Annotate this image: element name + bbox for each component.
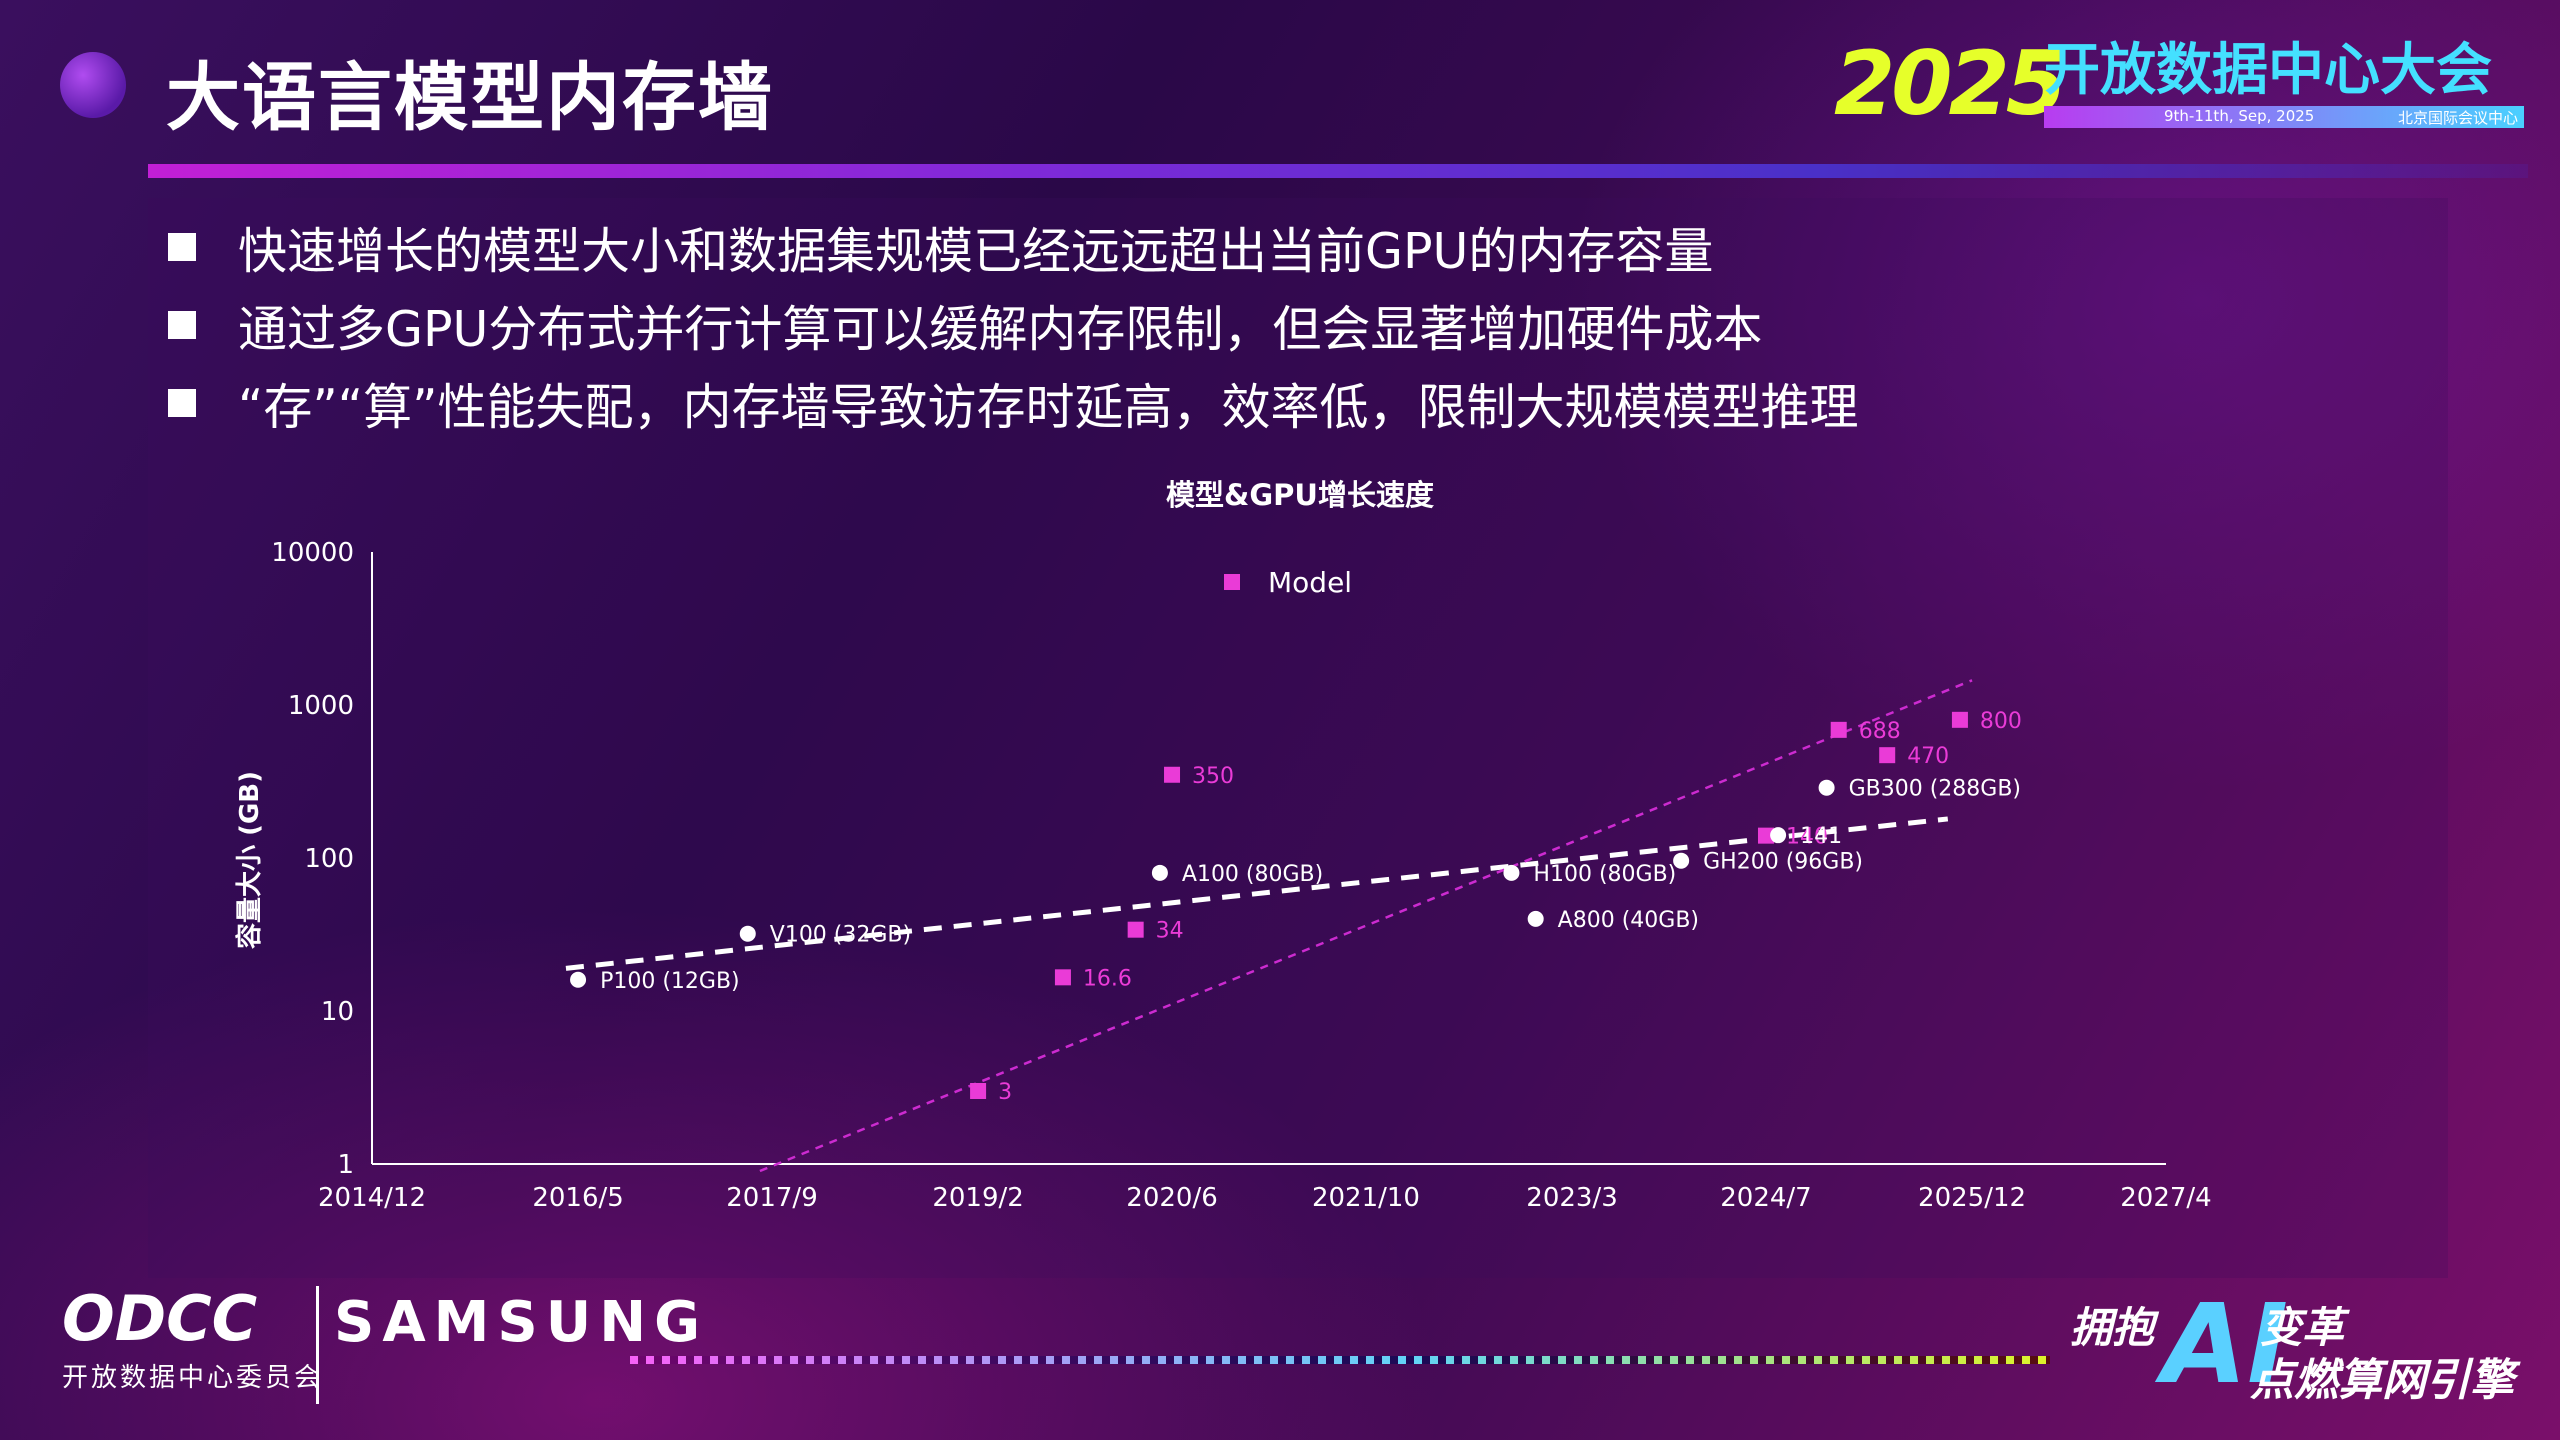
bullet-item: “存”“算”性能失配，内存墙导致访存时延高，效率低，限制大规模模型推理	[168, 364, 1859, 442]
content-panel	[148, 198, 2448, 1278]
square-bullet-icon	[168, 233, 196, 261]
odcc-mark: ODCC	[62, 1282, 258, 1355]
data-point-circle	[1818, 779, 1835, 796]
data-label: 350	[1192, 764, 1234, 789]
slogan-part-c: 点燃算网引擎	[2250, 1355, 2514, 1406]
square-bullet-icon	[168, 311, 196, 339]
title-underline	[148, 164, 2528, 178]
data-point-square	[1951, 711, 1968, 728]
x-tick-label: 2024/7	[1720, 1183, 1811, 1213]
data-label: P100 (12GB)	[600, 969, 740, 994]
dotted-divider-color	[630, 1356, 2050, 1364]
x-tick-label: 2014/12	[318, 1183, 426, 1213]
footer-divider	[316, 1286, 319, 1404]
chart-axes: 1 10 100 1000 10000 2014/12 2016/5 2017/9 2019/2…	[271, 538, 2211, 1213]
x-tick-label: 2017/9	[726, 1183, 817, 1213]
data-label: A100 (80GB)	[1182, 862, 1323, 887]
x-tick-label: 2016/5	[532, 1183, 623, 1213]
trendline	[759, 679, 1973, 1173]
data-label: GH200 (96GB)	[1703, 850, 1863, 875]
data-label: 800	[1980, 709, 2022, 734]
x-tick-label: 2021/10	[1312, 1183, 1420, 1213]
y-tick-label: 10	[321, 997, 354, 1027]
trendline	[565, 816, 1949, 971]
x-tick-label: 2025/12	[1918, 1183, 2026, 1213]
trendlines	[565, 679, 1973, 1173]
bullet-text: 通过多GPU分布式并行计算可以缓解内存限制，但会显著增加硬件成本	[238, 300, 1763, 358]
page-title: 大语言模型内存墙	[166, 55, 774, 141]
y-tick-label: 10000	[271, 538, 354, 568]
conference-date: 9th-11th, Sep, 2025	[2164, 107, 2315, 125]
data-point-square	[1830, 721, 1847, 738]
data-point-square	[1757, 827, 1774, 844]
bullet-text: “存”“算”性能失配，内存墙导致访存时延高，效率低，限制大规模模型推理	[238, 378, 1859, 436]
data-point-square	[1127, 921, 1144, 938]
data-label: H100 (80GB)	[1533, 862, 1676, 887]
partner-logo: SAMSUNG	[334, 1290, 709, 1355]
y-tick-label: 1	[337, 1150, 354, 1180]
y-axis-label: 容量大小 (GB)	[234, 771, 265, 949]
y-tick-label: 1000	[288, 691, 354, 721]
conference-place: 北京国际会议中心	[2397, 109, 2518, 127]
y-tick-label: 100	[304, 844, 354, 874]
slogan-part-a: 拥抱	[2070, 1303, 2155, 1352]
chart-title: 模型&GPU增长速度	[1166, 478, 1434, 512]
data-point-circle	[1151, 864, 1168, 881]
slogan-part-b: 变革	[2260, 1303, 2345, 1352]
odcc-subtitle: 开放数据中心委员会	[62, 1363, 324, 1393]
conference-strip	[2044, 106, 2524, 128]
conference-year: 2025	[1834, 32, 2067, 135]
data-point-circle	[1673, 852, 1690, 869]
odcc-logo: ODCC 开放数据中心委员会	[62, 1282, 323, 1394]
chart-legend: Model	[1224, 566, 1352, 599]
data-label: 140	[1786, 825, 1828, 850]
x-tick-label: 2019/2	[932, 1183, 1023, 1213]
data-point-square	[1054, 969, 1071, 986]
data-point-square	[1164, 766, 1181, 783]
x-tick-label: 2023/3	[1526, 1183, 1617, 1213]
conference-name: 开放数据中心大会	[2044, 38, 2492, 103]
data-label: 34	[1156, 919, 1184, 944]
bullet-text: 快速增长的模型大小和数据集规模已经远远超出当前GPU的内存容量	[238, 222, 1714, 280]
conference-logo: 2025 开放数据中心大会 9th-11th, Sep, 2025 北京国际会议…	[1834, 38, 2524, 130]
data-point-circle	[739, 925, 756, 942]
data-point-square	[1879, 747, 1896, 764]
data-point-circle	[1503, 864, 1520, 881]
square-bullet-icon	[168, 389, 196, 417]
bullet-item: 快速增长的模型大小和数据集规模已经远远超出当前GPU的内存容量	[168, 208, 1859, 286]
data-label: 141	[1800, 824, 1842, 849]
legend-swatch	[1224, 574, 1240, 590]
data-label: 470	[1907, 744, 1949, 769]
legend-label: Model	[1268, 566, 1352, 599]
x-tick-label: 2027/4	[2120, 1183, 2211, 1213]
data-label: 688	[1859, 719, 1901, 744]
data-label: V100 (32GB)	[770, 923, 911, 948]
data-label: GB300 (288GB)	[1849, 777, 2021, 802]
data-point-circle	[1770, 827, 1787, 844]
data-label: 3	[998, 1080, 1012, 1105]
slogan: 拥抱 AI 变革 点燃算网引擎	[2070, 1280, 2530, 1410]
data-label: 16.6	[1083, 966, 1132, 991]
bullet-list: 快速增长的模型大小和数据集规模已经远远超出当前GPU的内存容量 通过多GPU分布…	[168, 208, 1859, 442]
title-bullet-orb	[60, 52, 126, 118]
data-label: A800 (40GB)	[1558, 908, 1699, 933]
bullet-item: 通过多GPU分布式并行计算可以缓解内存限制，但会显著增加硬件成本	[168, 286, 1859, 364]
data-point-circle	[570, 971, 587, 988]
x-tick-label: 2020/6	[1126, 1183, 1217, 1213]
data-point-square	[970, 1083, 987, 1100]
data-point-circle	[1527, 910, 1544, 927]
slogan-ai: AI	[2162, 1280, 2289, 1408]
